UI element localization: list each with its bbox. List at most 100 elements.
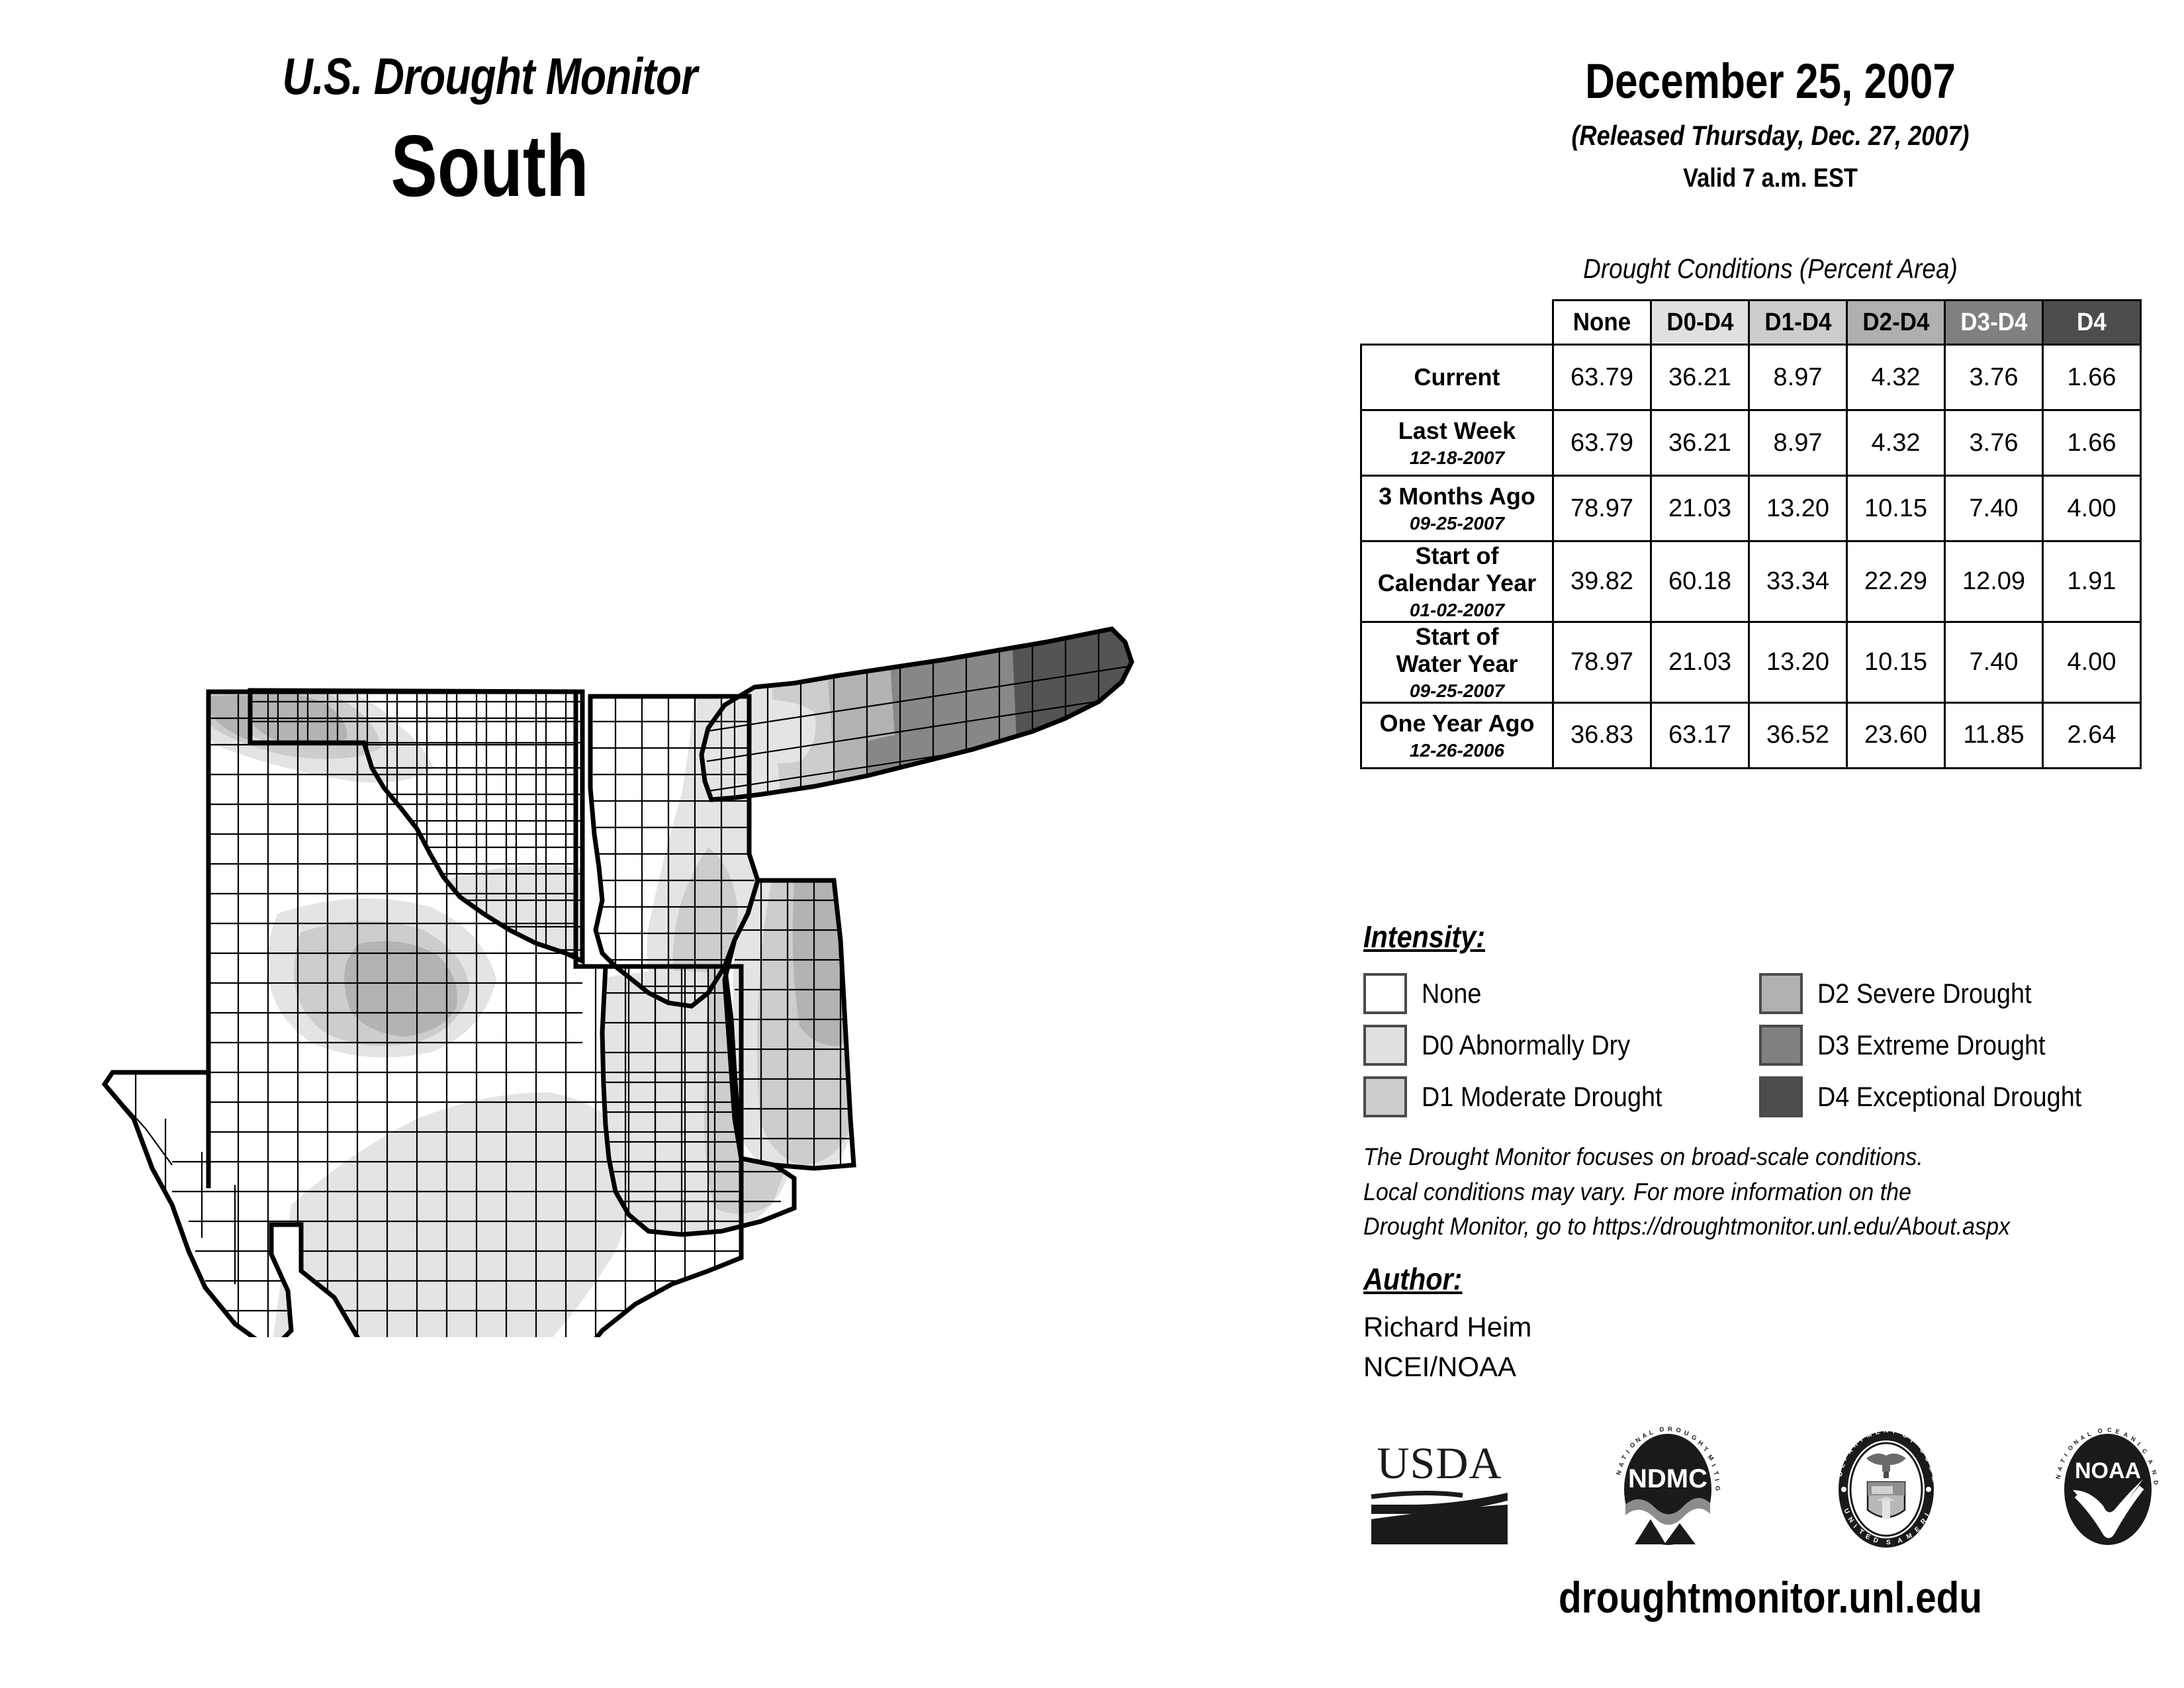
svg-text:E: E [1875,1429,1880,1436]
table-cell: 1.91 [2042,540,2142,623]
table-cell: 21.03 [1650,620,1750,704]
row-label-date: 09-25-2007 [1409,512,1505,534]
table-col-header-d3-d4: D3-D4 [1944,299,2044,346]
table-col-header-d1-d4: D1-D4 [1748,299,1848,346]
ndmc-logo: NDMC N A T I O N A L D R O U G [1602,1427,1734,1552]
table-cell: 7.40 [1944,475,2044,542]
legend-label: D3 Extreme Drought [1817,1029,2046,1060]
svg-text:M: M [1929,1476,1938,1483]
row-label-date: 09-25-2007 [1409,680,1505,701]
svg-text:D: D [2152,1480,2160,1486]
svg-text:G: G [1713,1485,1721,1491]
table-caption: Drought Conditions (Percent Area) [1583,253,1958,284]
table-cell: 13.20 [1748,620,1848,704]
legend-item-d3: D3 Extreme Drought [1759,1019,2143,1071]
svg-text:D: D [1659,1427,1664,1434]
disclaimer-line: The Drought Monitor focuses on broad-sca… [1363,1143,1923,1170]
table-row: Current 63.79 36.21 8.97 4.32 3.76 1.66 [1360,344,2142,411]
table-cell: 36.21 [1650,344,1750,411]
footer-url[interactable]: droughtmonitor.unl.edu [1558,1573,1983,1622]
table-cell: 4.00 [2042,475,2142,542]
svg-text:I: I [2136,1441,2142,1448]
legend-item-d2: D2 Severe Drought [1759,968,2143,1019]
svg-text:T: T [2059,1458,2067,1464]
page-title: U.S. Drought Monitor [282,47,698,105]
table-corner-cell [1361,301,1553,345]
row-label-date: 01-02-2007 [1409,599,1505,620]
table-cell: 78.97 [1552,620,1652,704]
date-block: December 25, 2007 (Released Thursday, De… [1357,53,2184,193]
svg-text:O: O [1676,1427,1682,1434]
noaa-logo: NOAA N A T I O N A L O C E A N [2038,1427,2177,1552]
drought-conditions-table: None D0-D4 D1-D4 D2-D4 D3-D4 D4 Current 63.79 3… [1360,299,2142,769]
table-col-header-none: None [1552,299,1652,346]
author-affiliation: NCEI/NOAA [1363,1350,1517,1382]
svg-text:O: O [1901,1431,1909,1440]
svg-text:D: D [1872,1536,1879,1544]
ndmc-logo-svg: NDMC N A T I O N A L D R O U G [1615,1427,1721,1545]
table-cell: 63.79 [1552,409,1652,477]
svg-text:A: A [2122,1430,2129,1438]
table-row: 3 Months Ago 09-25-2007 78.97 21.03 13.20 10.… [1360,475,2142,542]
south-region-drought-map: .cty{fill:none;stroke:#000;stroke-width:… [73,569,1330,1337]
row-label: Start of Calendar Year 01-02-2007 [1360,540,1554,623]
legend-label: D2 Severe Drought [1817,978,2032,1009]
valid-time: Valid 7 a.m. EST [1683,164,1858,193]
col-header-label: D1-D4 [1764,308,1832,336]
svg-text:O: O [2097,1427,2103,1434]
table-cell: 78.97 [1552,475,1652,542]
table-cell: 36.52 [1748,701,1848,769]
row-label: Current [1360,344,1554,411]
left-column: U.S. Drought Monitor South .cty{fill:non… [73,47,1330,1337]
row-label: 3 Months Ago 09-25-2007 [1360,475,1554,542]
svg-text:T: T [1891,1428,1897,1436]
svg-text:N: N [1615,1470,1623,1476]
table-cell: 63.79 [1552,344,1652,411]
table-col-header-d4: D4 [2042,299,2142,346]
doc-seal-svg: D E P A R T M E N T O F C O M [1837,1427,1938,1548]
table-cell: 22.29 [1846,540,1946,623]
map-svg: .cty{fill:none;stroke:#000;stroke-width:… [101,626,1134,1337]
legend-item-none: None [1363,968,1747,1019]
author-heading: Author: [1363,1262,1463,1296]
region-title: South [390,117,589,214]
svg-text:I: I [1709,1463,1717,1468]
svg-text:L: L [2087,1430,2093,1438]
svg-text:M: M [1706,1454,1715,1462]
legend-swatch-d2 [1759,973,1803,1014]
svg-text:NOAA: NOAA [2075,1458,2141,1483]
table-cell: 7.40 [1944,620,2044,704]
table-cell: 12.09 [1944,540,2044,623]
svg-text:G: G [1690,1434,1698,1442]
intensity-heading: Intensity: [1363,919,1486,954]
table-row: Start of Water Year 09-25-2007 78.97 21.03 13… [1360,620,2142,704]
table-cell: 11.85 [1944,701,2044,769]
table-row: One Year Ago 12-26-2006 36.83 63.17 36.52 23.… [1360,701,2142,769]
svg-text:D: D [1837,1470,1845,1477]
legend-swatch-d0 [1363,1025,1407,1066]
svg-text:A: A [1641,1432,1648,1440]
row-label: Last Week 12-18-2007 [1360,409,1554,477]
table-cell: 1.66 [2042,409,2142,477]
svg-text:I: I [2063,1452,2069,1458]
svg-text:E: E [1839,1462,1847,1470]
legend-label: D0 Abnormally Dry [1422,1029,1631,1060]
table-cell: 36.83 [1552,701,1652,769]
svg-text:T: T [1620,1454,1628,1462]
legend-label: None [1422,978,1482,1009]
valid-date: December 25, 2007 [1585,54,1956,109]
svg-text:I: I [1625,1449,1631,1455]
svg-text:C: C [2141,1447,2149,1455]
author-block: Richard Heim NCEI/NOAA [1363,1307,1531,1386]
table-cell: 39.82 [1552,540,1652,623]
col-header-label: D4 [2077,308,2107,336]
svg-text:N: N [2072,1438,2079,1446]
table-row: Start of Calendar Year 01-02-2007 39.82 60.1… [1360,540,2142,623]
svg-text:H: H [1696,1439,1704,1448]
svg-text:I: I [1923,1512,1931,1518]
svg-text:A: A [1897,1537,1903,1545]
svg-text:NDMC: NDMC [1628,1464,1707,1493]
col-header-label: D3-D4 [1960,308,2028,336]
disclaimer-line: Drought Monitor, go to https://droughtmo… [1363,1213,2011,1241]
table-cell: 10.15 [1846,475,1946,542]
